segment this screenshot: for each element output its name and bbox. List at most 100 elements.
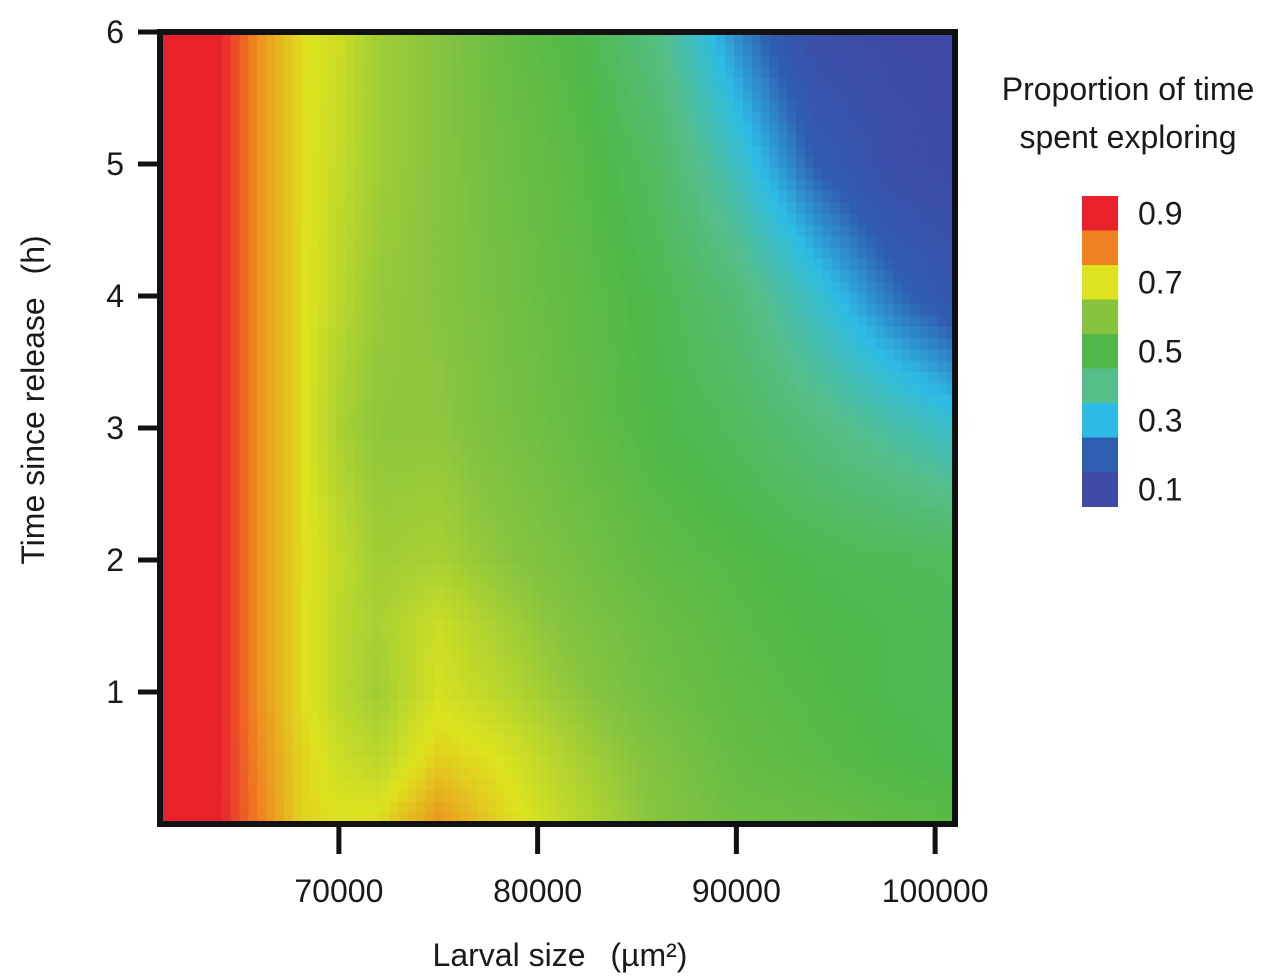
heat-cell bbox=[345, 337, 355, 350]
heat-cell bbox=[796, 461, 806, 474]
heat-cell bbox=[283, 642, 294, 655]
heat-cell bbox=[840, 473, 850, 486]
heat-cell bbox=[354, 665, 364, 678]
heat-cell bbox=[919, 801, 930, 814]
heat-cell bbox=[425, 326, 435, 339]
heat-cell bbox=[928, 710, 938, 723]
heat-cell bbox=[239, 688, 249, 701]
heat-cell bbox=[168, 280, 179, 293]
heat-cell bbox=[460, 371, 470, 384]
heat-cell bbox=[345, 326, 355, 339]
heat-cell bbox=[327, 654, 338, 667]
heat-cell bbox=[460, 348, 470, 361]
heat-cell bbox=[186, 382, 196, 395]
heat-cell bbox=[849, 563, 859, 576]
heat-cell bbox=[725, 303, 735, 316]
heat-cell bbox=[575, 665, 585, 678]
heat-cell bbox=[407, 609, 417, 621]
heat-cell bbox=[637, 642, 647, 655]
heat-cell bbox=[725, 563, 735, 576]
heat-cell bbox=[274, 518, 285, 531]
heat-cell bbox=[266, 507, 276, 520]
heat-cell bbox=[380, 269, 391, 282]
heat-cell bbox=[760, 224, 771, 237]
heat-cell bbox=[831, 529, 841, 542]
heat-cell bbox=[813, 609, 824, 621]
heat-cell bbox=[575, 597, 585, 610]
heat-cell bbox=[504, 575, 514, 587]
heat-cell bbox=[760, 665, 771, 678]
heat-cell bbox=[840, 609, 850, 621]
heat-cell bbox=[239, 733, 249, 746]
heat-cell bbox=[433, 778, 444, 791]
heat-cell bbox=[433, 631, 444, 644]
heat-cell bbox=[769, 756, 779, 769]
heat-cell bbox=[822, 767, 832, 780]
heat-cell bbox=[690, 529, 700, 542]
heat-cell bbox=[425, 631, 435, 644]
heat-cell bbox=[804, 337, 815, 350]
heat-cell bbox=[168, 201, 179, 214]
heat-cell bbox=[310, 790, 320, 802]
heat-cell bbox=[919, 744, 930, 757]
heat-cell bbox=[310, 676, 320, 689]
heat-cell bbox=[425, 744, 435, 757]
heat-cell bbox=[840, 405, 850, 418]
heat-cell bbox=[177, 450, 188, 463]
heat-cell bbox=[743, 676, 753, 689]
heat-cell bbox=[725, 439, 735, 452]
heat-cell bbox=[160, 224, 170, 237]
heat-cell bbox=[460, 246, 470, 259]
heat-cell bbox=[531, 812, 541, 825]
heat-cell bbox=[796, 609, 806, 621]
heat-cell bbox=[266, 665, 276, 678]
heat-cell bbox=[813, 461, 824, 474]
heat-cell bbox=[849, 665, 859, 678]
heat-cell bbox=[637, 235, 647, 248]
heat-cell bbox=[778, 722, 788, 735]
heat-cell bbox=[778, 258, 788, 271]
heat-cell bbox=[354, 382, 364, 395]
heat-cell bbox=[575, 699, 585, 712]
heat-cell bbox=[813, 654, 824, 667]
heat-cell bbox=[919, 303, 930, 316]
heat-cell bbox=[716, 642, 726, 655]
heat-cell bbox=[946, 235, 956, 248]
heat-cell bbox=[637, 495, 647, 508]
heat-cell bbox=[186, 326, 196, 339]
heat-cell bbox=[230, 348, 241, 361]
heat-cell bbox=[663, 518, 673, 531]
heat-cell bbox=[239, 280, 249, 293]
heat-cell bbox=[725, 394, 735, 406]
heat-cell bbox=[239, 461, 249, 474]
heat-cell bbox=[637, 461, 647, 474]
heat-cell bbox=[902, 812, 912, 825]
heat-cell bbox=[274, 224, 285, 237]
heat-cell bbox=[928, 631, 938, 644]
heat-cell bbox=[469, 495, 479, 508]
heat-cell bbox=[248, 461, 258, 474]
heat-cell bbox=[380, 529, 391, 542]
heat-cell bbox=[310, 495, 320, 508]
heat-cell bbox=[319, 620, 329, 633]
heat-cell bbox=[301, 790, 311, 802]
heat-cell bbox=[469, 541, 479, 554]
heat-cell bbox=[548, 348, 559, 361]
heat-cell bbox=[707, 688, 718, 701]
heat-cell bbox=[822, 450, 832, 463]
heat-cell bbox=[310, 642, 320, 655]
heat-cell bbox=[274, 235, 285, 248]
heat-cell bbox=[575, 314, 585, 327]
heat-cell bbox=[919, 258, 930, 271]
heat-cell bbox=[946, 597, 956, 610]
heat-cell bbox=[743, 620, 753, 633]
heat-cell bbox=[274, 642, 285, 655]
heat-cell bbox=[654, 201, 665, 214]
heat-cell bbox=[849, 756, 859, 769]
heat-cell bbox=[398, 280, 408, 293]
heat-cell bbox=[672, 756, 682, 769]
heat-cell bbox=[442, 461, 453, 474]
heat-cell bbox=[301, 314, 311, 327]
heat-cell bbox=[257, 235, 267, 248]
heat-cell bbox=[619, 337, 629, 350]
